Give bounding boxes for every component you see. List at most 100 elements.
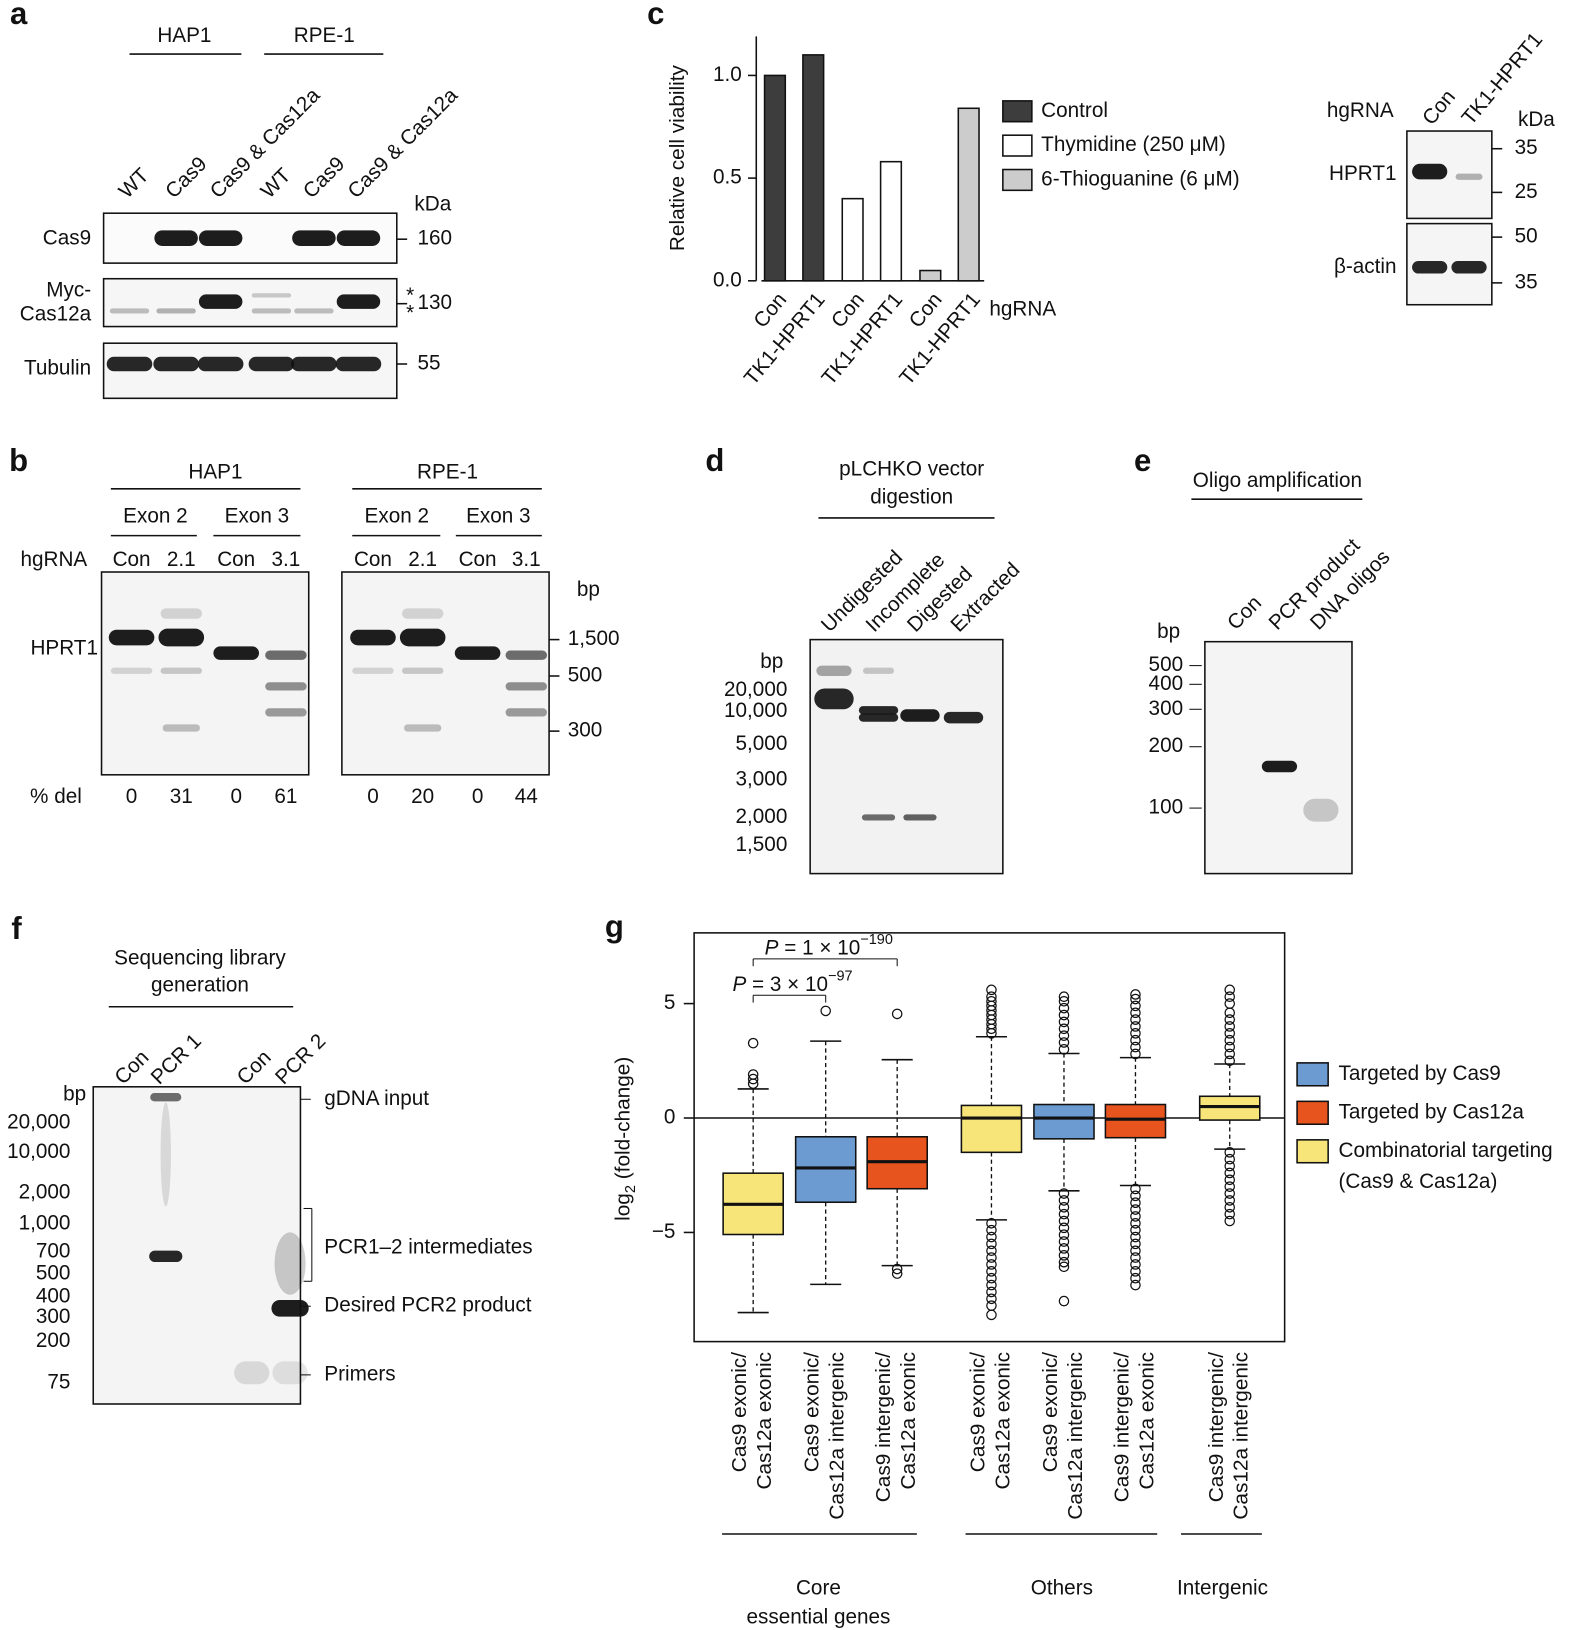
label: 75	[47, 1371, 70, 1394]
panel-label: a	[10, 0, 28, 31]
outlier	[1130, 1034, 1141, 1046]
label: RPE-1	[294, 24, 355, 47]
outlier	[986, 1300, 997, 1311]
p-exponent: −190	[860, 932, 893, 948]
outlier	[1058, 1243, 1070, 1254]
band	[401, 608, 444, 619]
outlier	[1130, 1211, 1141, 1222]
label: generation	[151, 973, 249, 996]
box	[794, 1136, 857, 1204]
lane-label: Cas9 & Cas12a	[343, 83, 462, 203]
label: HAP1	[157, 24, 211, 47]
label: 5,000	[736, 732, 788, 755]
outlier	[1058, 1002, 1070, 1014]
band	[265, 650, 307, 660]
band	[454, 646, 501, 660]
band	[399, 628, 446, 647]
gel	[1204, 640, 1353, 875]
p-exponent: −97	[828, 968, 853, 984]
band	[265, 682, 307, 691]
outlier	[1058, 1016, 1070, 1028]
outlier	[1224, 1167, 1236, 1179]
outlier	[1224, 1021, 1236, 1032]
label: pLCHKO vector	[839, 458, 984, 481]
panel-label: g	[605, 909, 624, 944]
lane-label: Con	[1418, 85, 1460, 129]
band	[861, 814, 896, 821]
plot-frame	[693, 932, 1286, 1343]
group-label: Core	[796, 1577, 841, 1600]
x-tick-label: Cas12a intergenic	[1230, 1352, 1253, 1520]
lane-label: Cas9	[299, 152, 349, 203]
outlier	[1224, 991, 1236, 1003]
band	[943, 711, 984, 724]
band	[335, 356, 382, 372]
label: 500	[1149, 653, 1184, 676]
x-tick-label: Cas12a exonic	[1135, 1352, 1158, 1490]
outlier	[986, 1266, 997, 1277]
outlier	[986, 1252, 997, 1263]
band	[248, 356, 295, 372]
box	[1104, 1103, 1167, 1139]
label: Cas9	[43, 227, 91, 250]
lane-label: Con	[1223, 591, 1266, 634]
band	[198, 294, 243, 309]
legend-swatch	[1296, 1062, 1329, 1087]
panel-label: c	[647, 0, 664, 31]
legend-swatch	[1002, 100, 1033, 123]
outlier	[1058, 1208, 1070, 1220]
outlier	[747, 1037, 759, 1049]
band	[292, 230, 336, 246]
y-axis-label-sub: 2	[623, 1185, 639, 1193]
annotation: Desired PCR2 product	[324, 1294, 531, 1317]
y-tick-label: 0.0	[713, 268, 742, 291]
x-tick-label: Cas9 exonic/	[801, 1352, 824, 1472]
outlier	[1058, 1195, 1070, 1206]
outlier	[986, 1286, 997, 1298]
outlier	[986, 1279, 997, 1291]
band	[336, 230, 381, 246]
label: 3,000	[736, 767, 788, 790]
label: bp	[63, 1083, 86, 1106]
label: Tubulin	[24, 357, 91, 380]
outlier	[1224, 1188, 1236, 1199]
outlier	[891, 1263, 903, 1275]
outlier	[1058, 1256, 1070, 1268]
legend-label: Targeted by Cas12a	[1339, 1100, 1525, 1123]
outlier	[1224, 1048, 1236, 1060]
outlier	[1058, 1250, 1070, 1261]
lane-label: WT	[114, 164, 153, 203]
outlier	[1058, 1201, 1070, 1213]
outlier	[1058, 1295, 1070, 1307]
outlier	[986, 1238, 997, 1250]
band	[213, 646, 259, 660]
outlier	[1130, 1272, 1141, 1284]
panel-label: b	[9, 443, 28, 478]
outlier	[1058, 996, 1070, 1007]
legend-label: (Cas9 & Cas12a)	[1339, 1170, 1498, 1193]
outlier	[986, 1259, 997, 1270]
legend-swatch	[1296, 1100, 1329, 1126]
outlier	[1224, 1201, 1236, 1213]
x-tick-label: Cas9 intergenic/	[1205, 1352, 1228, 1502]
band	[149, 1250, 183, 1263]
lane-label: PCR 1	[147, 1029, 206, 1089]
band	[505, 708, 548, 717]
outlier	[1130, 1238, 1141, 1250]
label: 2,000	[19, 1180, 71, 1203]
legend-swatch	[1296, 1139, 1329, 1164]
bar	[802, 54, 825, 282]
outlier	[1130, 1231, 1141, 1243]
label: 1,000	[19, 1212, 71, 1235]
outlier	[1130, 989, 1141, 1000]
label: 400	[1149, 672, 1184, 695]
value-label: 20	[411, 785, 434, 808]
label: 500	[36, 1261, 71, 1284]
label: 25	[1515, 180, 1538, 203]
band	[900, 709, 940, 722]
bar	[841, 197, 864, 282]
outlier	[1058, 1030, 1070, 1041]
band	[106, 356, 153, 372]
gel	[341, 571, 550, 776]
